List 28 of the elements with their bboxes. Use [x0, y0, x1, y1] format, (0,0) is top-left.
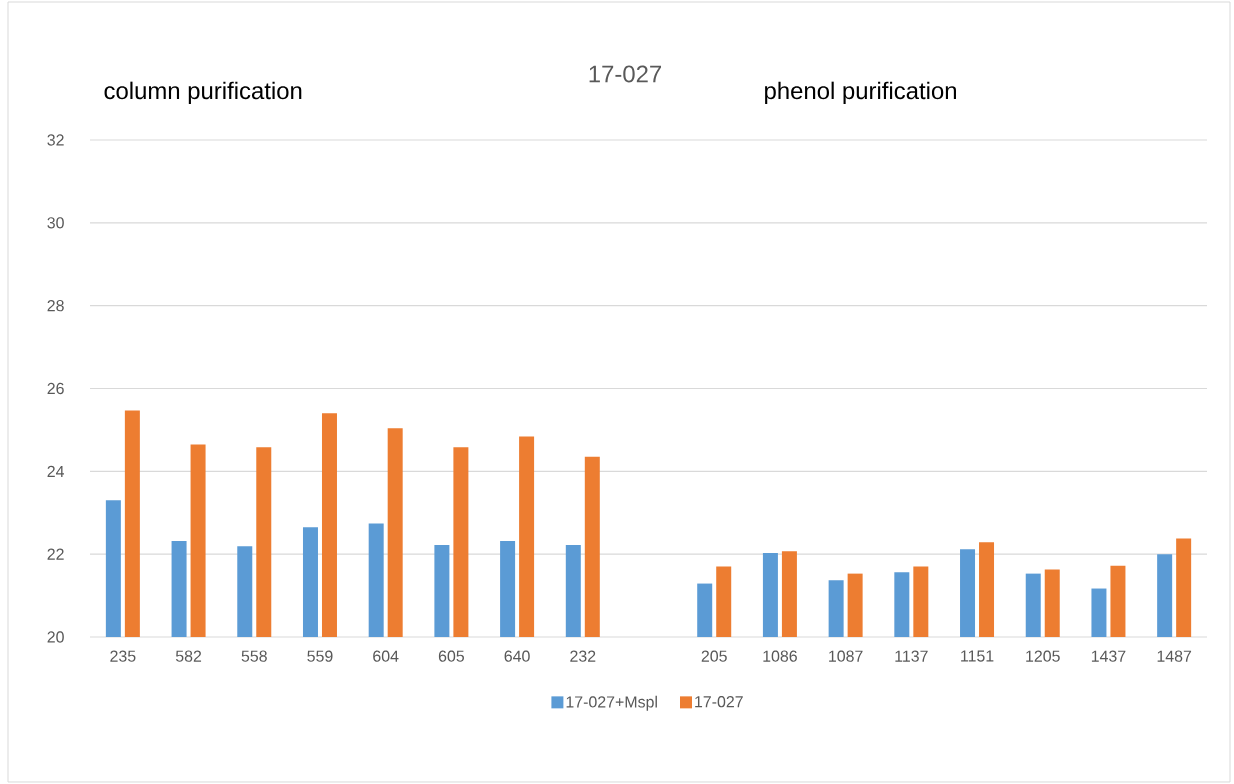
- text: column purification: [104, 81, 302, 104]
- y-tick-label: 30: [47, 217, 64, 229]
- legend-label: 17-027: [695, 696, 743, 708]
- x-tick-label: 1151: [961, 650, 994, 662]
- chart-title: 17-027: [589, 65, 662, 83]
- x-tick-label: 1205: [1026, 650, 1060, 662]
- x-tick-label: 1087: [829, 650, 863, 662]
- y-tick-label: 26: [47, 382, 64, 395]
- x-tick-label: 1487: [1157, 650, 1192, 662]
- x-tick-label: 582: [175, 650, 202, 662]
- x-tick-label: 1137: [895, 650, 928, 662]
- x-tick-label: 605: [438, 650, 465, 662]
- text: phenol purification: [765, 81, 956, 104]
- y-tick-label: 20: [47, 631, 64, 643]
- x-tick-label: 1437: [1091, 650, 1126, 662]
- y-tick-label: 24: [47, 465, 65, 477]
- x-tick-label: 1086: [763, 650, 797, 662]
- y-tick-label: 32: [47, 134, 64, 146]
- x-tick-label: 232: [570, 650, 596, 662]
- x-tick-label: 559: [307, 650, 333, 662]
- x-tick-label: 235: [110, 650, 136, 662]
- x-tick-label: 604: [373, 650, 399, 662]
- y-tick-label: 28: [47, 300, 64, 312]
- legend-label: 17-027+Mspl: [566, 695, 657, 711]
- x-tick-label: 205: [701, 650, 727, 662]
- x-tick-label: 558: [241, 650, 267, 662]
- x-tick-label: 640: [504, 650, 530, 662]
- y-tick-label: 22: [47, 548, 64, 560]
